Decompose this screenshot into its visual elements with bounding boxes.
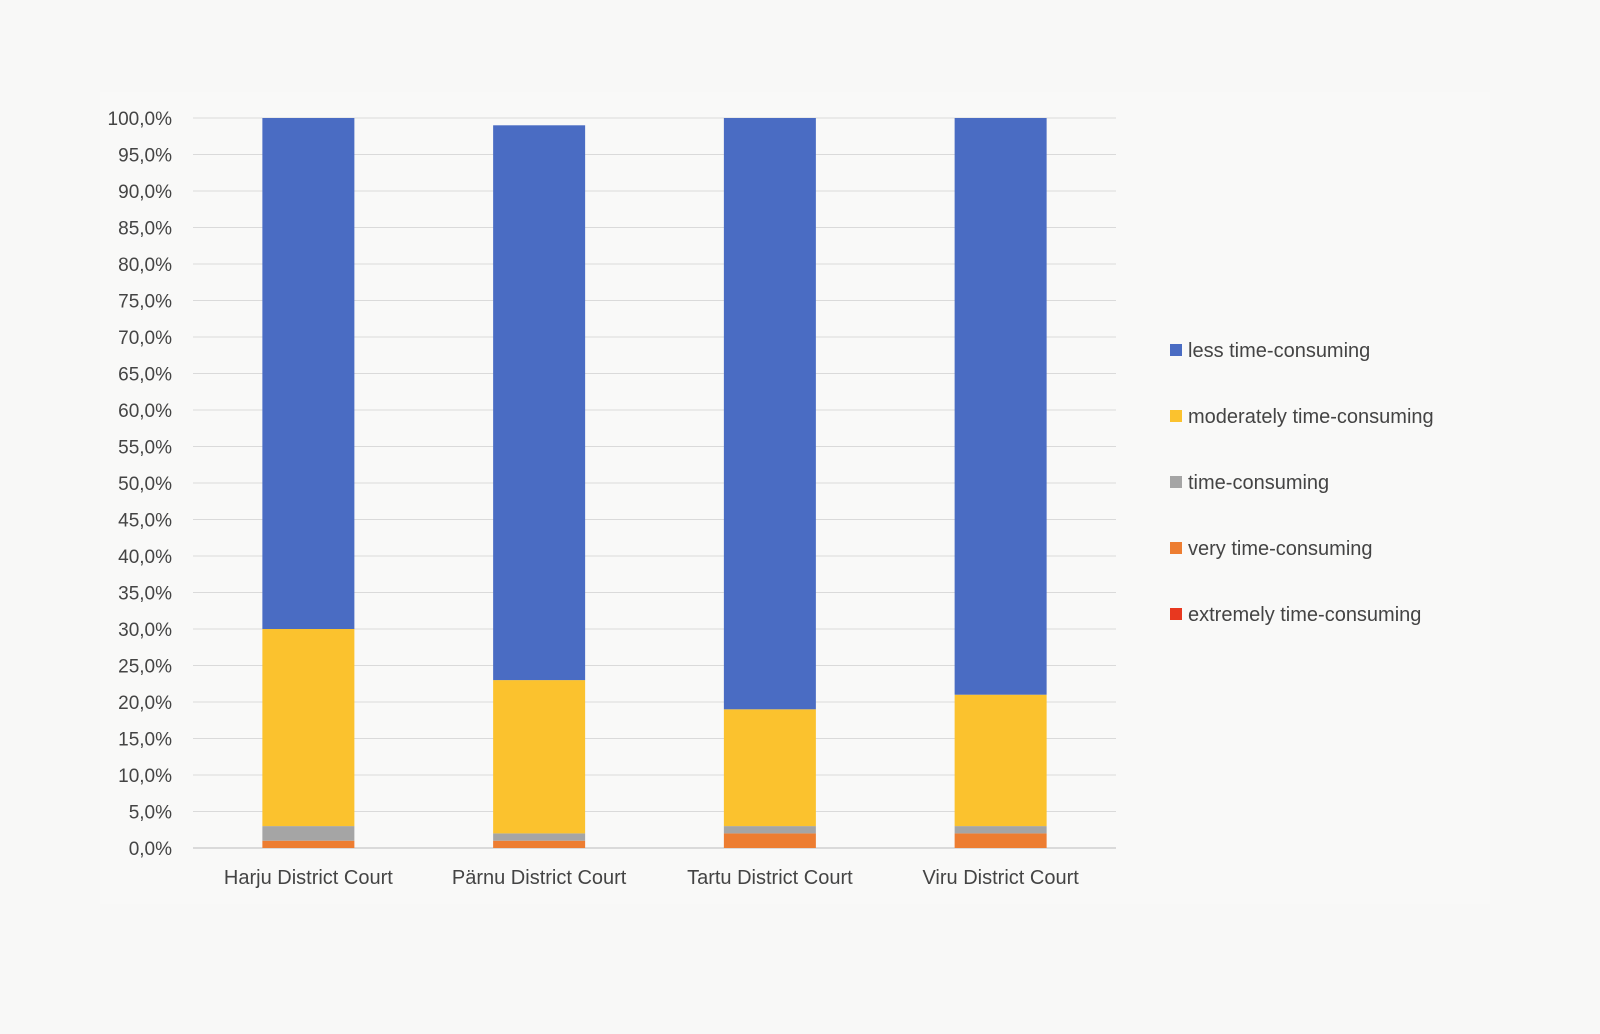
x-tick-label: Pärnu District Court [452, 867, 627, 889]
bar-segment [493, 840, 586, 848]
bar-segment [723, 709, 816, 827]
y-tick-label: 15,0% [118, 730, 172, 751]
bar-segment [723, 826, 816, 834]
bar-segment [954, 118, 1047, 695]
legend-swatch [1170, 608, 1182, 620]
legend-swatch [1170, 344, 1182, 356]
bar-segment [493, 125, 586, 681]
y-tick-label: 5,0% [129, 803, 172, 824]
y-tick-label: 95,0% [118, 146, 172, 167]
bar-segment [262, 118, 355, 629]
y-tick-label: 20,0% [118, 693, 172, 714]
y-tick-label: 70,0% [118, 328, 172, 349]
legend-label: less time-consuming [1188, 340, 1370, 362]
bar-segment [954, 694, 1047, 827]
bar-segment [262, 826, 355, 841]
x-tick-label: Tartu District Court [687, 867, 853, 889]
y-tick-label: 80,0% [118, 255, 172, 276]
legend-label: extremely time-consuming [1188, 604, 1421, 626]
y-tick-label: 45,0% [118, 511, 172, 532]
y-tick-label: 60,0% [118, 401, 172, 422]
bar-segment [262, 840, 355, 848]
y-axis-ticks: 0,0% 5,0% 10,0% 15,0% 20,0% 25,0% 30,0% 35,0% 40… [108, 109, 173, 860]
y-tick-label: 90,0% [118, 182, 172, 203]
legend-swatch [1170, 476, 1182, 488]
y-tick-label: 100,0% [108, 109, 173, 130]
legend-label: very time-consuming [1188, 538, 1373, 560]
bars [262, 118, 1047, 848]
y-tick-label: 0,0% [129, 839, 172, 860]
bar-segment [723, 118, 816, 710]
x-tick-label: Viru District Court [922, 867, 1079, 889]
bar-segment [723, 833, 816, 848]
x-tick-label: Harju District Court [224, 867, 393, 889]
legend-swatch [1170, 410, 1182, 422]
y-tick-label: 35,0% [118, 584, 172, 605]
legend-swatch [1170, 542, 1182, 554]
legend: less time-consuming moderately time-consu… [1170, 340, 1434, 626]
y-tick-label: 85,0% [118, 219, 172, 240]
bar-segment [493, 680, 586, 834]
legend-label: moderately time-consuming [1188, 406, 1434, 428]
bar-segment [954, 826, 1047, 834]
y-tick-label: 25,0% [118, 657, 172, 678]
y-tick-label: 65,0% [118, 365, 172, 386]
bar-segment [262, 629, 355, 827]
y-tick-label: 75,0% [118, 292, 172, 313]
y-tick-label: 30,0% [118, 620, 172, 641]
y-tick-label: 55,0% [118, 438, 172, 459]
x-axis-labels: Harju District Court Pärnu District Court… [224, 867, 1079, 889]
y-tick-label: 10,0% [118, 766, 172, 787]
legend-label: time-consuming [1188, 472, 1329, 494]
bar-segment [954, 833, 1047, 848]
bar-segment [493, 833, 586, 841]
y-tick-label: 50,0% [118, 474, 172, 495]
y-tick-label: 40,0% [118, 547, 172, 568]
